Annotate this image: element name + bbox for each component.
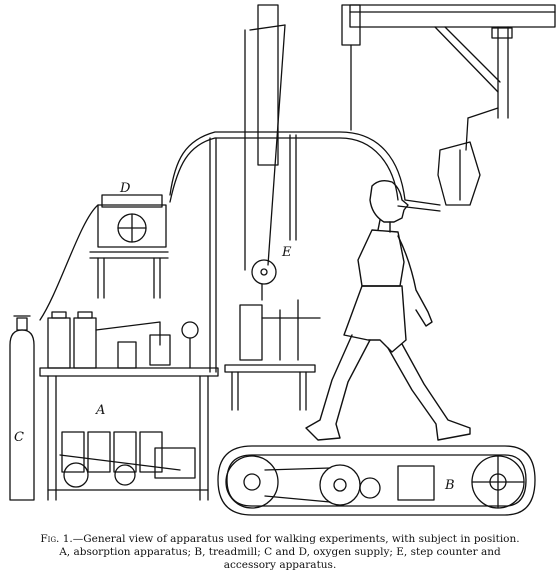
accessory-table xyxy=(224,299,321,411)
vertical-post xyxy=(257,4,361,166)
caption-fig-number: Fig. 1. xyxy=(40,533,73,545)
valve-bag xyxy=(437,141,481,206)
label-b: B xyxy=(444,478,455,493)
label-c: C xyxy=(14,430,24,445)
breathing-tube xyxy=(169,131,441,373)
absorption-apparatus-a xyxy=(39,311,219,501)
treadmill-b xyxy=(217,445,536,516)
oxygen-supply-d xyxy=(39,194,169,321)
caption-line-2: A, absorption apparatus; B, treadmill; C… xyxy=(59,546,501,558)
walking-subject xyxy=(305,179,471,441)
apparatus-drawing: D E A C B xyxy=(9,4,556,516)
label-a: A xyxy=(95,403,105,418)
caption-line-3: accessory apparatus. xyxy=(223,559,337,571)
label-d: D xyxy=(119,181,131,196)
label-e: E xyxy=(281,245,292,260)
oxygen-cylinder-c xyxy=(9,315,35,501)
figure-caption: Fig. 1.—General view of apparatus used f… xyxy=(6,533,554,572)
caption-line-1-text: —General view of apparatus used for walk… xyxy=(72,533,520,545)
caption-line-1: Fig. 1.—General view of apparatus used f… xyxy=(6,533,554,546)
step-counter-assembly xyxy=(244,24,297,301)
ceiling-bracket xyxy=(349,4,556,151)
